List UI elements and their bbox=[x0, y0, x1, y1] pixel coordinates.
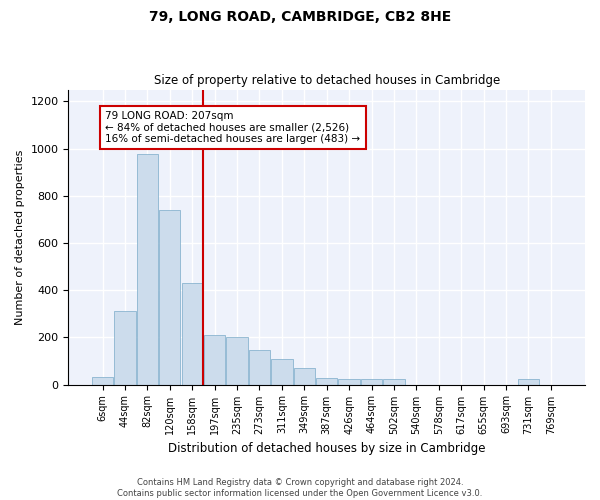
Bar bbox=[115, 312, 136, 384]
X-axis label: Distribution of detached houses by size in Cambridge: Distribution of detached houses by size … bbox=[168, 442, 485, 455]
Bar bbox=[182, 283, 203, 384]
Bar bbox=[92, 378, 113, 384]
Title: Size of property relative to detached houses in Cambridge: Size of property relative to detached ho… bbox=[154, 74, 500, 87]
Bar bbox=[159, 210, 181, 384]
Bar bbox=[518, 380, 539, 384]
Bar bbox=[383, 378, 404, 384]
Bar bbox=[338, 378, 360, 384]
Bar bbox=[249, 350, 270, 384]
Bar bbox=[137, 154, 158, 384]
Text: 79, LONG ROAD, CAMBRIDGE, CB2 8HE: 79, LONG ROAD, CAMBRIDGE, CB2 8HE bbox=[149, 10, 451, 24]
Bar bbox=[361, 378, 382, 384]
Bar bbox=[204, 335, 225, 384]
Bar bbox=[226, 338, 248, 384]
Bar bbox=[271, 358, 293, 384]
Text: Contains HM Land Registry data © Crown copyright and database right 2024.
Contai: Contains HM Land Registry data © Crown c… bbox=[118, 478, 482, 498]
Bar bbox=[293, 368, 315, 384]
Bar bbox=[316, 378, 337, 384]
Y-axis label: Number of detached properties: Number of detached properties bbox=[15, 150, 25, 325]
Text: 79 LONG ROAD: 207sqm
← 84% of detached houses are smaller (2,526)
16% of semi-de: 79 LONG ROAD: 207sqm ← 84% of detached h… bbox=[105, 111, 361, 144]
